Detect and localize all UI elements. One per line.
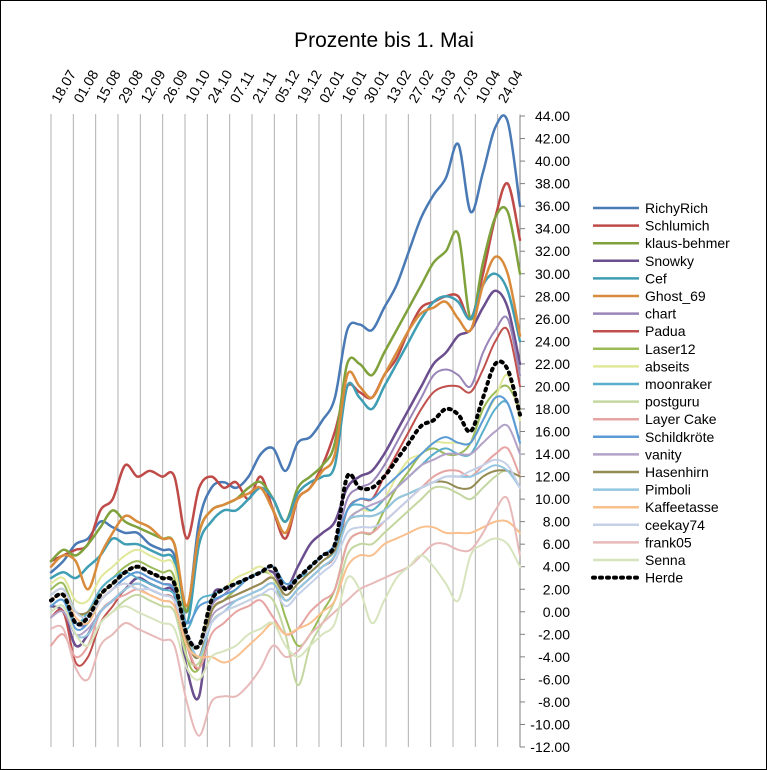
series-line-cef [49, 272, 522, 625]
y-tick-label: 2.00 [543, 581, 570, 597]
y-tick-label: 26.00 [535, 311, 570, 327]
legend-label: Snowky [645, 253, 694, 269]
series-line-herde [49, 359, 522, 650]
series-line-schildkr-te [50, 395, 521, 632]
legend-label: frank05 [645, 534, 692, 550]
y-tick-label: 20.00 [535, 378, 570, 394]
legend-label: Schlumich [645, 218, 710, 234]
y-tick-label: 0.00 [543, 604, 570, 620]
y-tick-label: 28.00 [535, 288, 570, 304]
legend-label: klaus-behmer [645, 235, 730, 251]
y-tick-label: -2.00 [538, 626, 570, 642]
legend-label: chart [645, 306, 676, 322]
y-tick-label: -8.00 [538, 694, 570, 710]
legend-label: Schildkröte [645, 429, 714, 445]
series-line-senna [50, 537, 521, 681]
legend-label: Herde [645, 570, 683, 586]
y-tick-label: 30.00 [535, 266, 570, 282]
legend-label: moonraker [645, 376, 712, 392]
legend-label: Laser12 [645, 341, 696, 357]
series-line-chart [50, 315, 521, 649]
legend-label: Cef [645, 270, 667, 286]
y-tick-label: 42.00 [535, 131, 570, 147]
legend-label: Hasenhirn [645, 464, 709, 480]
y-tick-label: -6.00 [538, 671, 570, 687]
legend-label: Padua [645, 323, 686, 339]
y-tick-label: 12.00 [535, 469, 570, 485]
y-tick-label: 4.00 [543, 559, 570, 575]
series-line-laser12 [50, 384, 521, 673]
y-tick-label: -12.00 [530, 739, 570, 755]
legend-label: abseits [645, 358, 689, 374]
legend-label: Pimboli [645, 482, 691, 498]
y-tick-label: 24.00 [535, 333, 570, 349]
series-line-pimboli [50, 464, 521, 658]
series-line-frank05 [50, 495, 521, 737]
y-tick-label: -4.00 [538, 649, 570, 665]
legend-label: Senna [645, 552, 686, 568]
series-line-richyrich [49, 114, 522, 614]
vertical-gridlines [50, 114, 521, 747]
y-tick-label: -10.00 [530, 716, 570, 732]
series-line-hasenhirn [50, 469, 521, 660]
legend-label: vanity [645, 446, 682, 462]
y-tick-label: 32.00 [535, 243, 570, 259]
y-tick-label: 18.00 [535, 401, 570, 417]
chart-title: Prozente bis 1. Mai [294, 29, 474, 52]
y-tick-label: 38.00 [535, 176, 570, 192]
y-tick-label: 40.00 [535, 153, 570, 169]
legend-label: Kaffeetasse [645, 499, 719, 515]
legend-label: RichyRich [645, 200, 708, 216]
y-tick-label: 14.00 [535, 446, 570, 462]
y-tick-label: 16.00 [535, 424, 570, 440]
legend-label: Layer Cake [645, 411, 717, 427]
y-axis: -12.00 -10.00 -8.00 -6.00 -4.00 -2.00 0.00 2.00… [519, 108, 570, 755]
y-tick-label: 6.00 [543, 536, 570, 552]
series-line-ceekay74 [50, 458, 521, 647]
legend-label: postguru [645, 394, 699, 410]
y-tick-label: 34.00 [535, 221, 570, 237]
y-tick-label: 8.00 [543, 514, 570, 530]
y-tick-label: 44.00 [535, 108, 570, 124]
legend-label: Ghost_69 [645, 288, 706, 304]
y-tick-label: 22.00 [535, 356, 570, 372]
y-tick-label: 10.00 [535, 491, 570, 507]
y-tick-label: 36.00 [535, 198, 570, 214]
x-axis-tick-labels: 18.0701.0815.0829.0812.0926.0910.1024.10… [48, 67, 526, 106]
series-line-ghost-69 [49, 255, 522, 608]
legend-label: ceekay74 [645, 517, 705, 533]
series-lines [49, 114, 522, 737]
